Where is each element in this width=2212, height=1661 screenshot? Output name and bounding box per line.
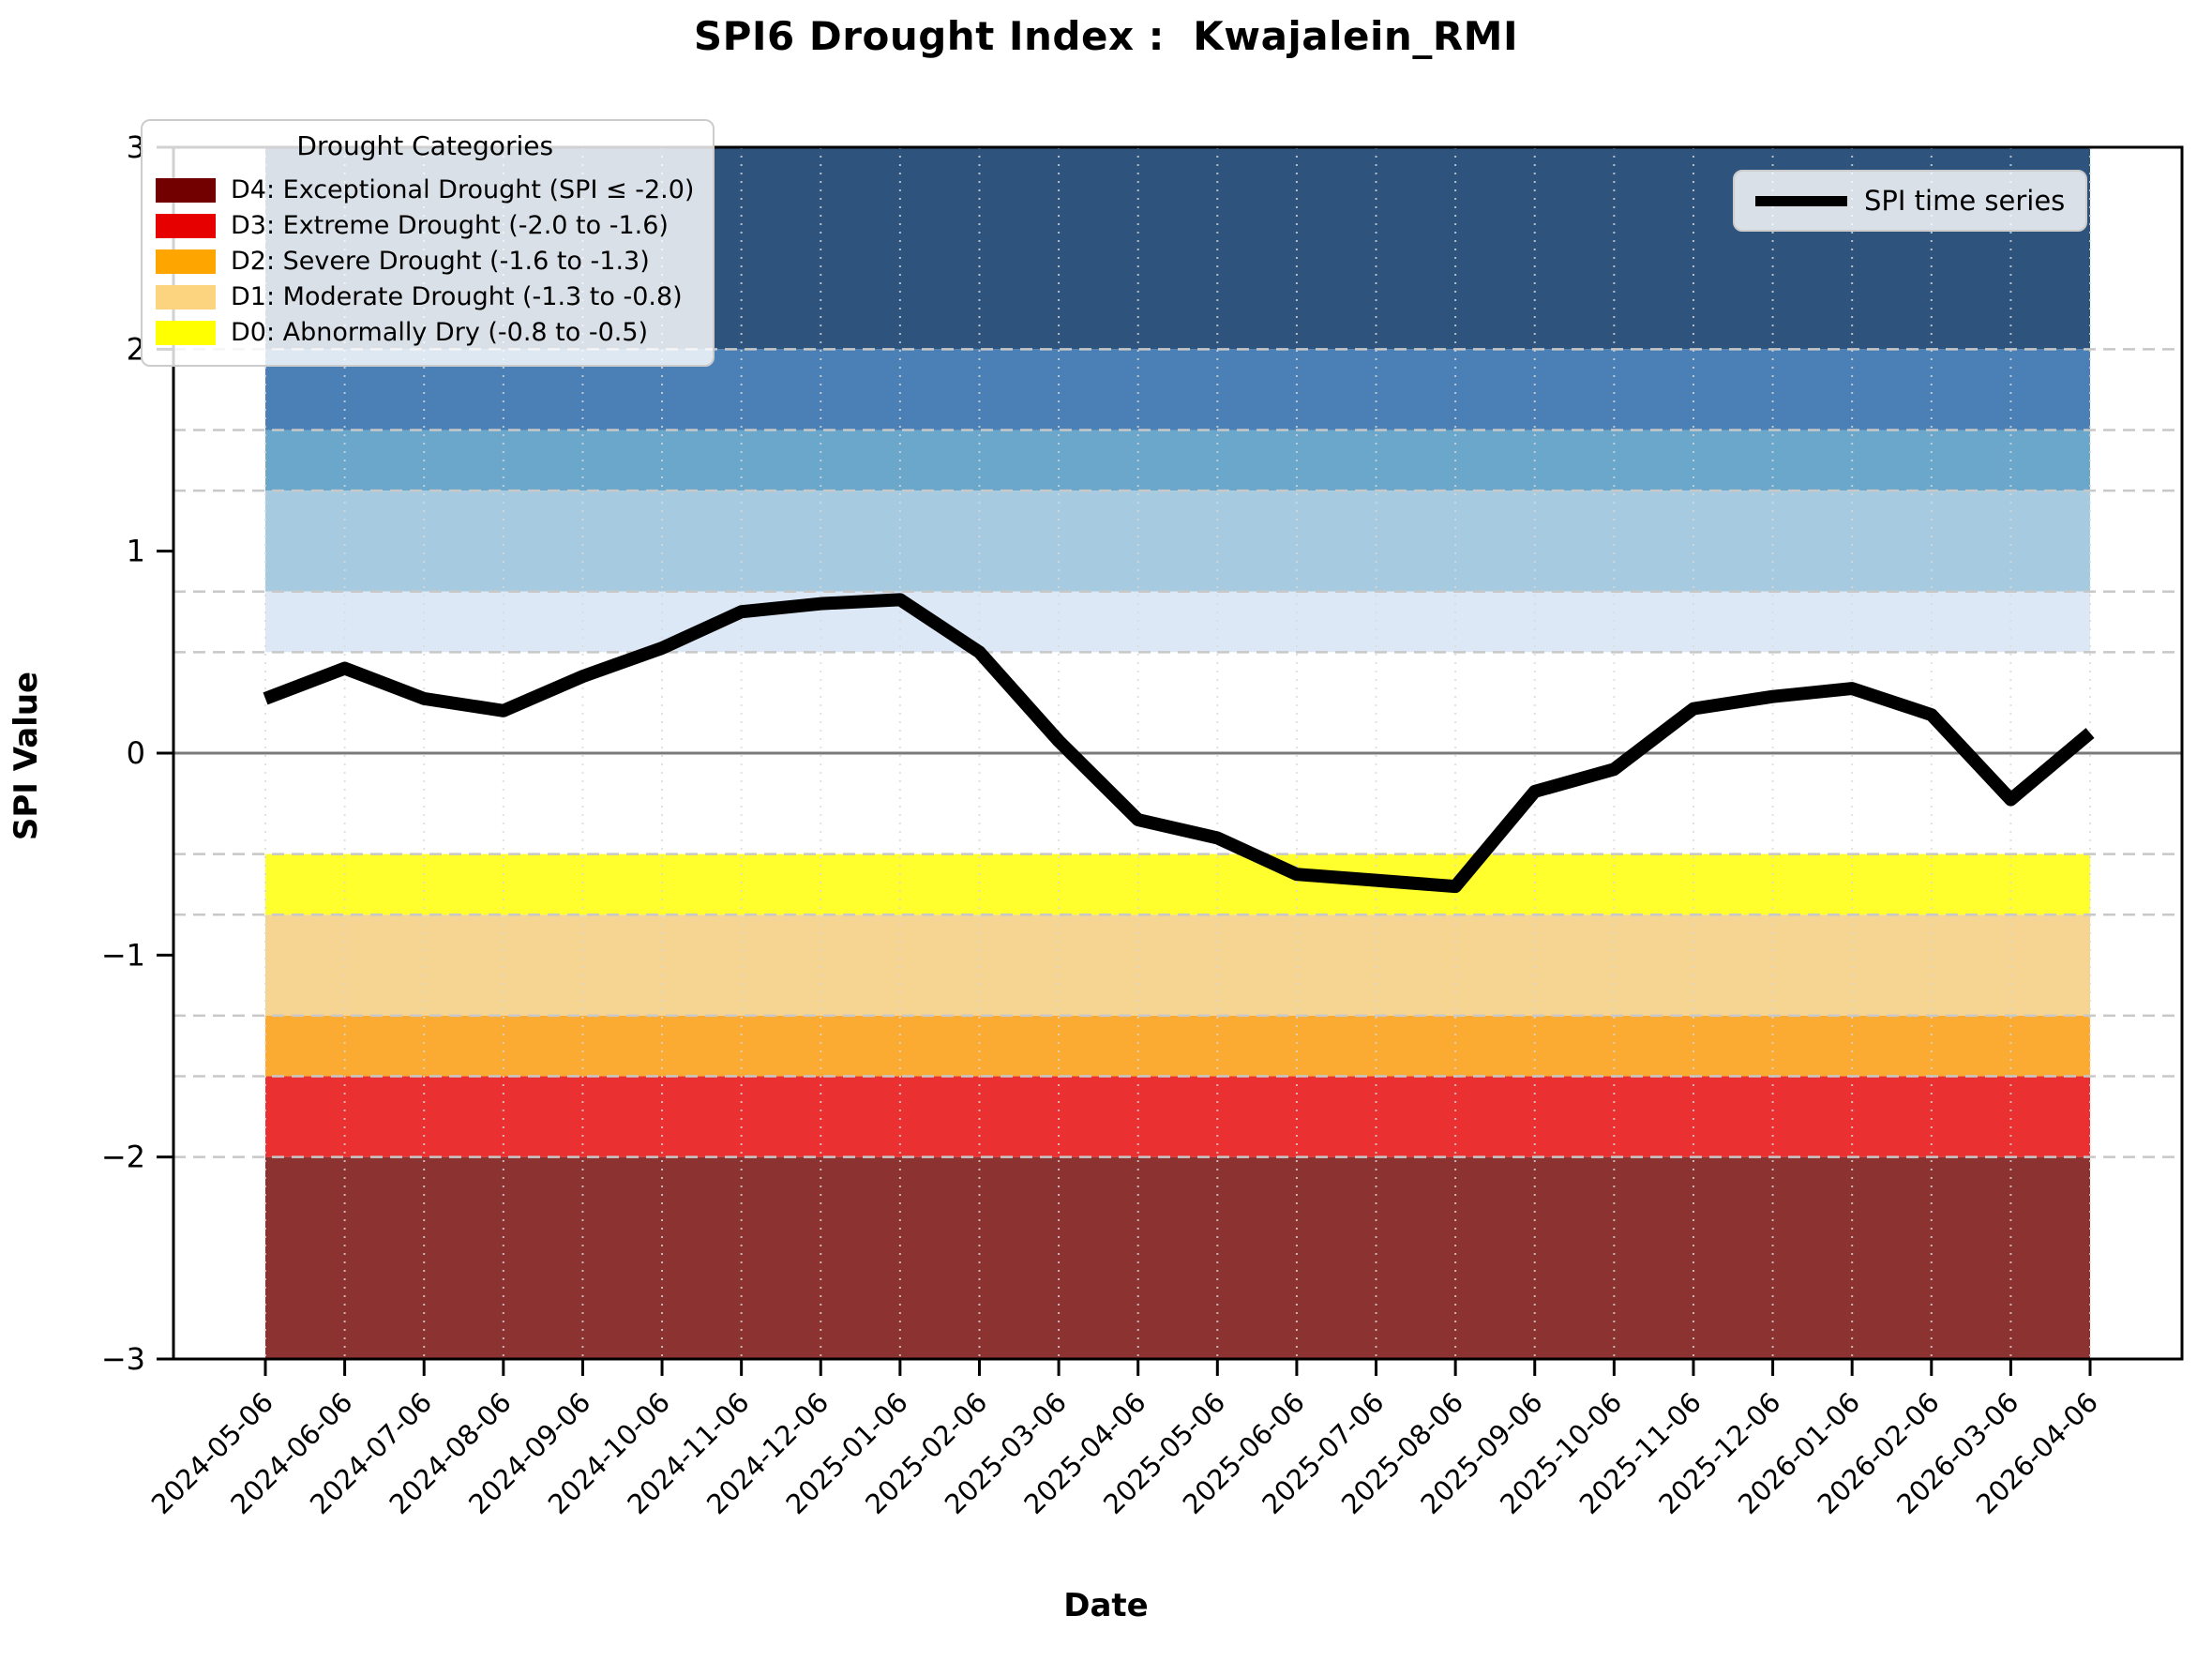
y-tick-label: 0 (127, 735, 145, 771)
band-d0 (265, 853, 2090, 915)
d0-legend-label: D0: Abnormally Dry (-0.8 to -0.5) (231, 318, 649, 347)
y-tick-label: −3 (101, 1341, 145, 1377)
legend-row-d3: D3: Extreme Drought (-2.0 to -1.6) (156, 211, 694, 240)
chart-title: SPI6 Drought Index : Kwajalein_RMI (693, 13, 1519, 59)
x-axis-label: Date (1063, 1587, 1149, 1624)
y-tick-label: 2 (127, 331, 145, 367)
band-wet-w1 (265, 491, 2090, 592)
d3-swatch-icon (156, 213, 216, 238)
band-d4 (265, 1156, 2090, 1359)
y-tick-label: 3 (127, 129, 145, 165)
band-d3 (265, 1076, 2090, 1157)
spi-line-swatch-icon (1755, 195, 1847, 206)
drought-categories-legend: Drought Categories D4: Exceptional Droug… (141, 119, 715, 367)
d1-legend-label: D1: Moderate Drought (-1.3 to -0.8) (231, 282, 683, 311)
legend-row-d2: D2: Severe Drought (-1.6 to -1.3) (156, 247, 694, 276)
y-tick-label: −1 (101, 937, 145, 973)
d1-swatch-icon (156, 284, 216, 310)
legend-row-d1: D1: Moderate Drought (-1.3 to -0.8) (156, 282, 694, 311)
band-wet-w2 (265, 430, 2090, 491)
d4-swatch-icon (156, 177, 216, 203)
band-wet-w0 (265, 591, 2090, 653)
y-tick-label: 1 (127, 534, 145, 569)
band-d1 (265, 914, 2090, 1016)
d2-swatch-icon (156, 249, 216, 274)
d3-legend-label: D3: Extreme Drought (-2.0 to -1.6) (231, 211, 669, 240)
drought-categories-legend-title: Drought Categories (296, 130, 554, 161)
d4-legend-label: D4: Exceptional Drought (SPI ≤ -2.0) (231, 175, 695, 204)
band-d2 (265, 1015, 2090, 1077)
legend-row-d0: D0: Abnormally Dry (-0.8 to -0.5) (156, 318, 694, 347)
d0-swatch-icon (156, 320, 216, 345)
spi-series-legend: SPI time series (1733, 170, 2088, 232)
spi-series-legend-label: SPI time series (1864, 185, 2066, 217)
y-tick-label: −2 (101, 1140, 145, 1175)
spi-time-series-line (263, 593, 2095, 894)
legend-row-d4: D4: Exceptional Drought (SPI ≤ -2.0) (156, 175, 694, 204)
d2-legend-label: D2: Severe Drought (-1.6 to -1.3) (231, 247, 650, 276)
